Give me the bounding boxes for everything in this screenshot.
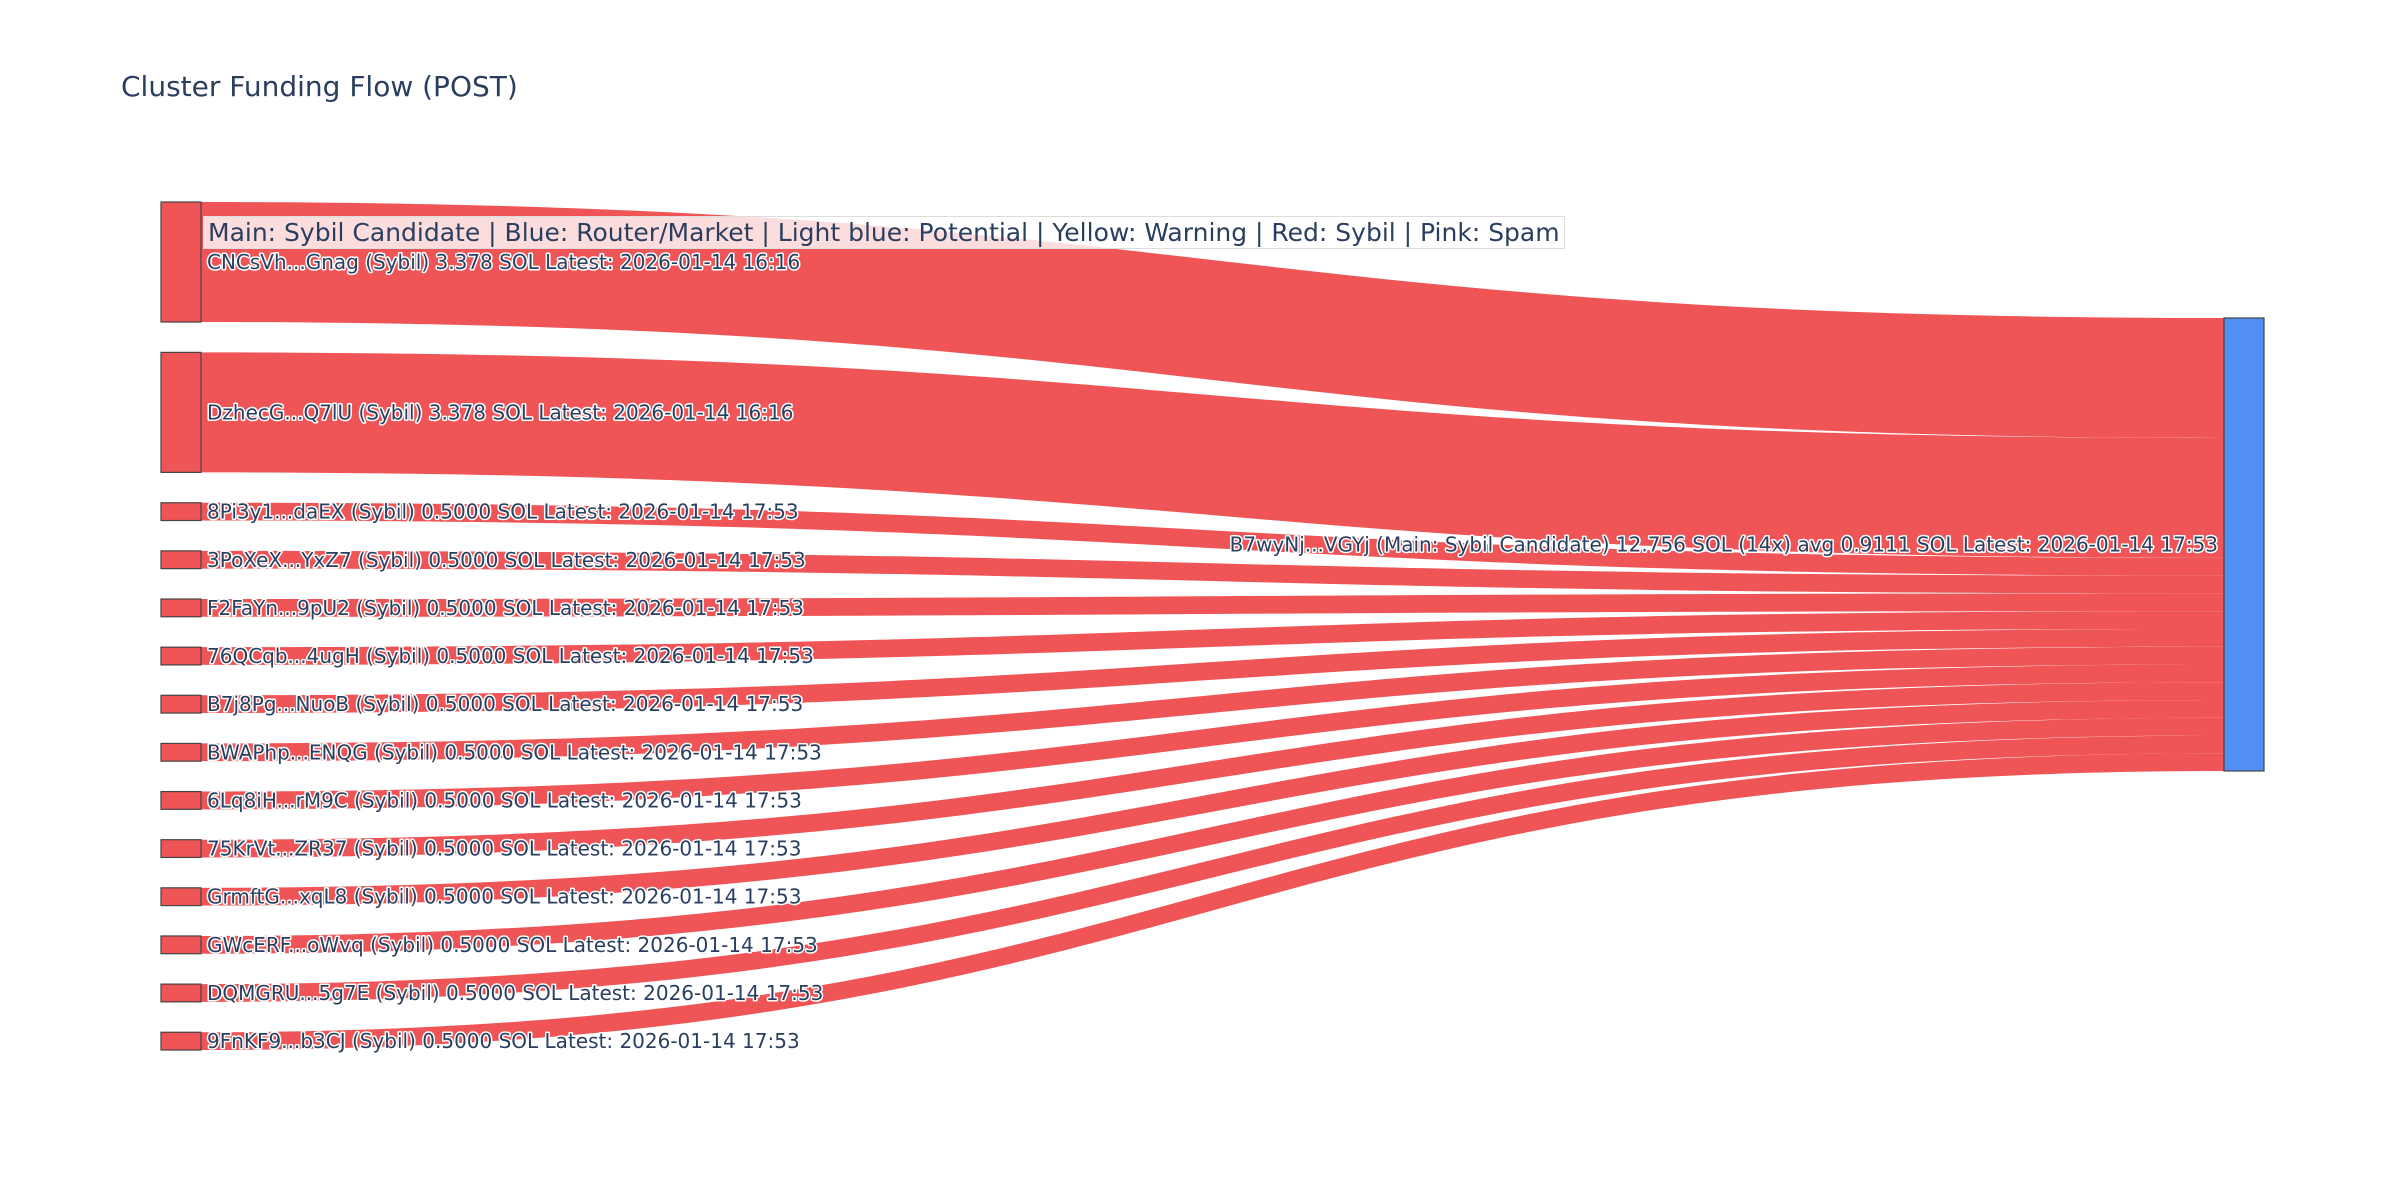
chart-title: Cluster Funding Flow (POST) — [121, 70, 518, 103]
source-node — [160, 694, 202, 714]
flow-link — [201, 628, 2224, 714]
flow-link — [201, 593, 2224, 617]
source-node-label: GrmftG...xqL8 (Sybil) 0.5000 SOL Latest:… — [207, 885, 801, 909]
flow-link — [201, 682, 2224, 858]
flow-link — [201, 352, 2224, 558]
sankey-links — [201, 202, 2224, 1050]
flow-link — [201, 611, 2224, 665]
source-node — [160, 351, 202, 473]
source-node-label: 6Lq8iH...rM9C (Sybil) 0.5000 SOL Latest:… — [207, 788, 802, 812]
source-node-label: 8Pi3y1...daEX (Sybil) 0.5000 SOL Latest:… — [207, 500, 799, 524]
source-node — [160, 839, 202, 859]
source-node-label: BWAPhp...ENQG (Sybil) 0.5000 SOL Latest:… — [207, 740, 822, 764]
source-node — [160, 887, 202, 907]
flow-link — [201, 502, 2224, 576]
source-node — [160, 790, 202, 810]
flow-link — [201, 735, 2224, 1002]
sankey-labels: CNCsVh...Gnag (Sybil) 3.378 SOL Latest: … — [206, 249, 2220, 1055]
legend-note: Main: Sybil Candidate | Blue: Router/Mar… — [203, 216, 1565, 249]
source-node-label: 76QCqb...4ugH (Sybil) 0.5000 SOL Latest:… — [207, 644, 814, 668]
source-node — [160, 935, 202, 955]
source-node — [160, 502, 202, 522]
source-node-label: CNCsVh...Gnag (Sybil) 3.378 SOL Latest: … — [207, 250, 800, 274]
source-node-label: 3PoXeX...YxZ7 (Sybil) 0.5000 SOL Latest:… — [207, 548, 806, 572]
flow-link — [201, 646, 2224, 762]
flow-link — [201, 753, 2224, 1050]
flow-link — [201, 717, 2224, 954]
source-node-label: B7j8Pg...NuoB (Sybil) 0.5000 SOL Latest:… — [207, 692, 803, 716]
source-node — [160, 1031, 202, 1051]
flow-link — [201, 202, 2224, 438]
source-node-label: DzhecG...Q7lU (Sybil) 3.378 SOL Latest: … — [207, 400, 793, 424]
source-node — [160, 742, 202, 762]
source-node-label: 75KrVt...ZR37 (Sybil) 0.5000 SOL Latest:… — [207, 837, 802, 861]
flow-link — [201, 699, 2224, 906]
source-node — [160, 646, 202, 666]
source-node-label: F2FaYn...9pU2 (Sybil) 0.5000 SOL Latest:… — [207, 596, 804, 620]
source-node — [160, 201, 202, 323]
flow-link — [201, 664, 2224, 810]
target-node-label: B7wyNj...VGYj (Main: Sybil Candidate) 12… — [1230, 533, 2218, 557]
flow-link — [201, 550, 2224, 594]
target-node — [2223, 317, 2265, 772]
source-node — [160, 983, 202, 1003]
source-node — [160, 550, 202, 570]
source-node-label: DQMGRU...5g7E (Sybil) 0.5000 SOL Latest:… — [207, 981, 823, 1005]
source-node-label: GWcERF...oWvq (Sybil) 0.5000 SOL Latest:… — [207, 933, 818, 957]
source-node — [160, 598, 202, 618]
source-node-label: 9FnKF9...b3CJ (Sybil) 0.5000 SOL Latest:… — [207, 1029, 800, 1053]
sankey-nodes — [160, 201, 2265, 1051]
